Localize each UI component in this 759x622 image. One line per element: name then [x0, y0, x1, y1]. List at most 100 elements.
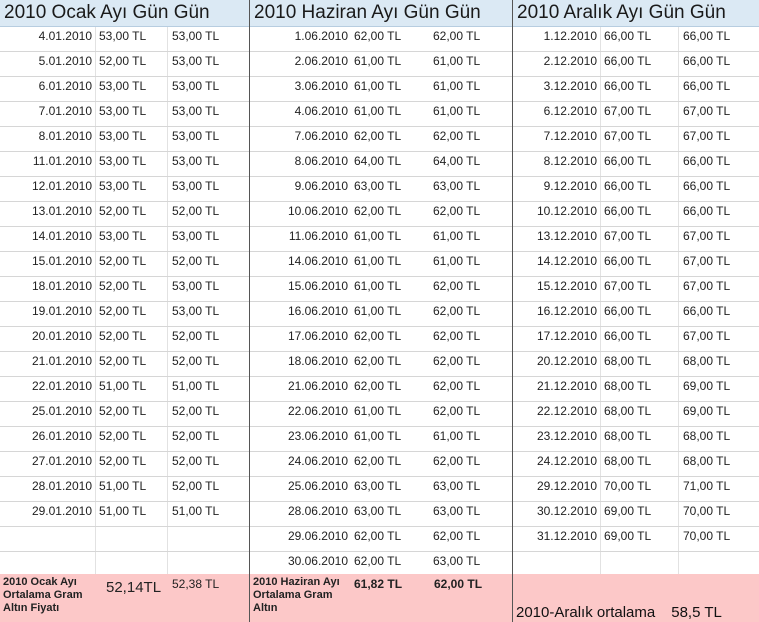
date-cell[interactable]: 11.06.2010	[288, 229, 348, 243]
date-cell[interactable]: 8.06.2010	[294, 154, 348, 168]
ocak-average-label[interactable]: 2010 Ocak Ayı Ortalama Gram Altın Fiyatı	[3, 576, 83, 614]
price-cell[interactable]: 62,00 TL	[354, 529, 402, 543]
price-cell[interactable]: 68,00 TL	[601, 352, 679, 376]
price-cell-2[interactable]: 64,00 TL	[433, 154, 481, 168]
price-cell-2[interactable]: 53,00 TL	[172, 154, 220, 168]
date-cell[interactable]: 8.01.2010	[0, 127, 96, 151]
price-cell-2[interactable]: 69,00 TL	[683, 404, 731, 418]
price-cell-2[interactable]: 52,00 TL	[172, 454, 220, 468]
date-cell[interactable]	[0, 552, 96, 576]
price-cell-2[interactable]: 53,00 TL	[172, 54, 220, 68]
price-cell[interactable]: 53,00 TL	[96, 27, 168, 51]
date-cell[interactable]: 14.06.2010	[287, 254, 348, 268]
price-cell-2[interactable]: 62,00 TL	[433, 329, 481, 343]
price-cell[interactable]: 66,00 TL	[601, 302, 679, 326]
price-cell[interactable]: 52,00 TL	[96, 302, 168, 326]
price-cell[interactable]: 61,00 TL	[354, 104, 402, 118]
price-cell[interactable]: 62,00 TL	[354, 454, 402, 468]
date-cell[interactable]: 22.01.2010	[0, 377, 96, 401]
price-cell-2[interactable]: 68,00 TL	[683, 429, 731, 443]
date-cell[interactable]: 25.01.2010	[0, 402, 96, 426]
price-cell[interactable]: 61,00 TL	[354, 404, 402, 418]
price-cell-2[interactable]: 53,00 TL	[172, 104, 220, 118]
date-cell[interactable]: 1.06.2010	[294, 29, 348, 43]
price-cell-2[interactable]: 61,00 TL	[433, 79, 481, 93]
price-cell-2[interactable]: 63,00 TL	[433, 179, 481, 193]
price-cell[interactable]: 62,00 TL	[354, 129, 402, 143]
price-cell-2[interactable]: 52,00 TL	[172, 204, 220, 218]
date-cell[interactable]: 15.12.2010	[513, 277, 601, 301]
price-cell[interactable]: 69,00 TL	[601, 502, 679, 526]
price-cell-2[interactable]: 62,00 TL	[433, 129, 481, 143]
date-cell[interactable]: 24.06.2010	[287, 454, 348, 468]
price-cell[interactable]: 53,00 TL	[96, 227, 168, 251]
price-cell-2[interactable]: 62,00 TL	[433, 204, 481, 218]
price-cell-2[interactable]: 67,00 TL	[683, 129, 731, 143]
date-cell[interactable]: 10.12.2010	[513, 202, 601, 226]
date-cell[interactable]: 11.01.2010	[0, 152, 96, 176]
date-cell[interactable]: 26.01.2010	[0, 427, 96, 451]
haziran-average-value[interactable]: 61,82 TL	[354, 577, 403, 591]
price-cell[interactable]: 52,00 TL	[96, 277, 168, 301]
price-cell[interactable]: 52,00 TL	[96, 52, 168, 76]
date-cell[interactable]: 28.06.2010	[287, 504, 348, 518]
date-cell[interactable]: 7.12.2010	[513, 127, 601, 151]
haziran-average-value-2[interactable]: 62,00 TL	[434, 577, 483, 591]
price-cell-2[interactable]: 70,00 TL	[683, 529, 731, 543]
price-cell[interactable]: 52,00 TL	[96, 352, 168, 376]
date-cell[interactable]: 27.01.2010	[0, 452, 96, 476]
date-cell[interactable]: 5.01.2010	[0, 52, 96, 76]
price-cell-2[interactable]: 51,00 TL	[172, 504, 220, 518]
price-cell[interactable]: 61,00 TL	[354, 429, 402, 443]
price-cell-2[interactable]: 52,00 TL	[172, 329, 220, 343]
price-cell[interactable]: 62,00 TL	[354, 204, 402, 218]
price-cell[interactable]: 52,00 TL	[96, 402, 168, 426]
price-cell[interactable]: 66,00 TL	[601, 27, 679, 51]
price-cell[interactable]: 53,00 TL	[96, 152, 168, 176]
date-cell[interactable]: 10.06.2010	[287, 204, 348, 218]
date-cell[interactable]: 6.01.2010	[0, 77, 96, 101]
price-cell-2[interactable]: 67,00 TL	[683, 279, 731, 293]
price-cell[interactable]: 52,00 TL	[96, 327, 168, 351]
price-cell[interactable]: 66,00 TL	[601, 327, 679, 351]
price-cell-2[interactable]: 63,00 TL	[433, 554, 481, 568]
price-cell[interactable]: 63,00 TL	[354, 504, 402, 518]
price-cell[interactable]: 51,00 TL	[96, 502, 168, 526]
price-cell-2[interactable]: 62,00 TL	[433, 304, 481, 318]
date-cell[interactable]: 15.01.2010	[0, 252, 96, 276]
price-cell-2[interactable]: 66,00 TL	[683, 204, 731, 218]
price-cell-2[interactable]: 53,00 TL	[172, 279, 220, 293]
price-cell[interactable]: 62,00 TL	[354, 29, 402, 43]
date-cell[interactable]: 22.12.2010	[513, 402, 601, 426]
date-cell[interactable]: 4.06.2010	[294, 104, 348, 118]
price-cell-2[interactable]: 69,00 TL	[683, 379, 731, 393]
date-cell[interactable]: 18.06.2010	[287, 354, 348, 368]
price-cell-2[interactable]: 53,00 TL	[172, 179, 220, 193]
date-cell[interactable]: 15.06.2010	[287, 279, 348, 293]
price-cell[interactable]	[96, 527, 168, 551]
haziran-header[interactable]: 2010 Haziran Ayı Gün Gün	[250, 0, 512, 27]
aralik-summary-label[interactable]: 2010-Aralık ortalama	[516, 604, 656, 621]
price-cell-2[interactable]: 62,00 TL	[433, 454, 481, 468]
price-cell[interactable]: 68,00 TL	[601, 377, 679, 401]
price-cell-2[interactable]	[679, 552, 759, 576]
price-cell[interactable]: 61,00 TL	[354, 79, 402, 93]
price-cell[interactable]: 63,00 TL	[354, 479, 402, 493]
price-cell[interactable]: 53,00 TL	[96, 102, 168, 126]
price-cell[interactable]	[601, 552, 679, 576]
price-cell[interactable]: 61,00 TL	[354, 304, 402, 318]
ocak-average-value-2[interactable]: 52,38 TL	[172, 577, 220, 591]
date-cell[interactable]: 8.12.2010	[513, 152, 601, 176]
price-cell[interactable]: 61,00 TL	[354, 279, 402, 293]
date-cell[interactable]: 29.01.2010	[0, 502, 96, 526]
price-cell-2[interactable]: 53,00 TL	[172, 229, 220, 243]
date-cell[interactable]: 18.01.2010	[0, 277, 96, 301]
price-cell[interactable]: 62,00 TL	[354, 554, 402, 568]
price-cell[interactable]: 52,00 TL	[96, 252, 168, 276]
date-cell[interactable]: 9.12.2010	[513, 177, 601, 201]
date-cell[interactable]: 2.06.2010	[294, 54, 348, 68]
date-cell[interactable]: 2.12.2010	[513, 52, 601, 76]
price-cell[interactable]: 67,00 TL	[601, 227, 679, 251]
price-cell-2[interactable]	[168, 552, 248, 576]
price-cell-2[interactable]: 62,00 TL	[433, 29, 481, 43]
